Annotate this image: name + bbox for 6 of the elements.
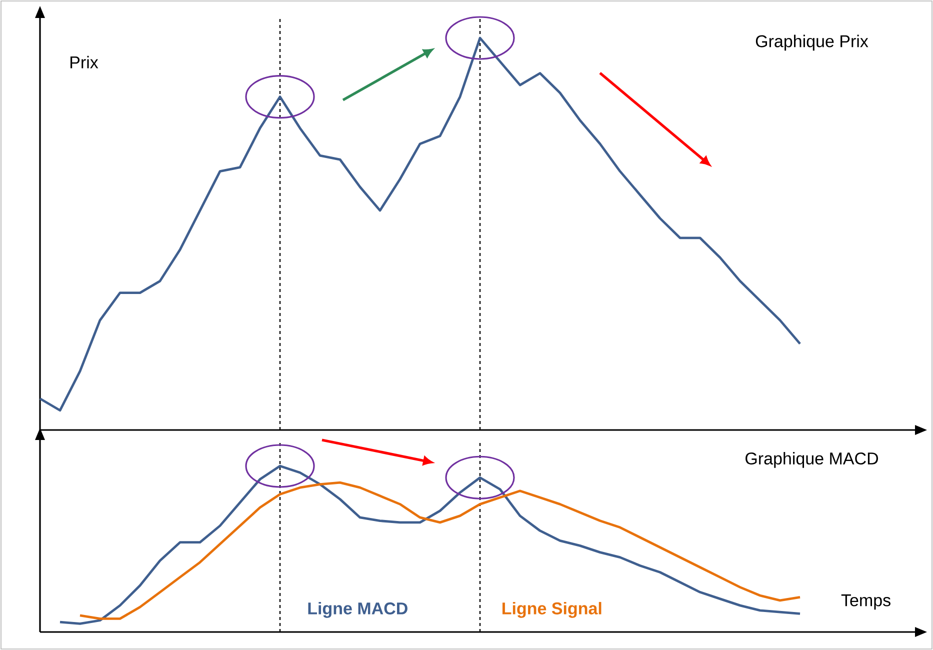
text: Ligne Signal bbox=[502, 602, 602, 618]
text: Ligne MACD bbox=[308, 602, 408, 618]
x-axis-title: Temps bbox=[841, 594, 890, 610]
y-axis-title: Prix bbox=[70, 56, 98, 68]
chart-title: Graphique MACD bbox=[746, 452, 878, 468]
chart-title: Graphique Prix bbox=[756, 34, 868, 51]
